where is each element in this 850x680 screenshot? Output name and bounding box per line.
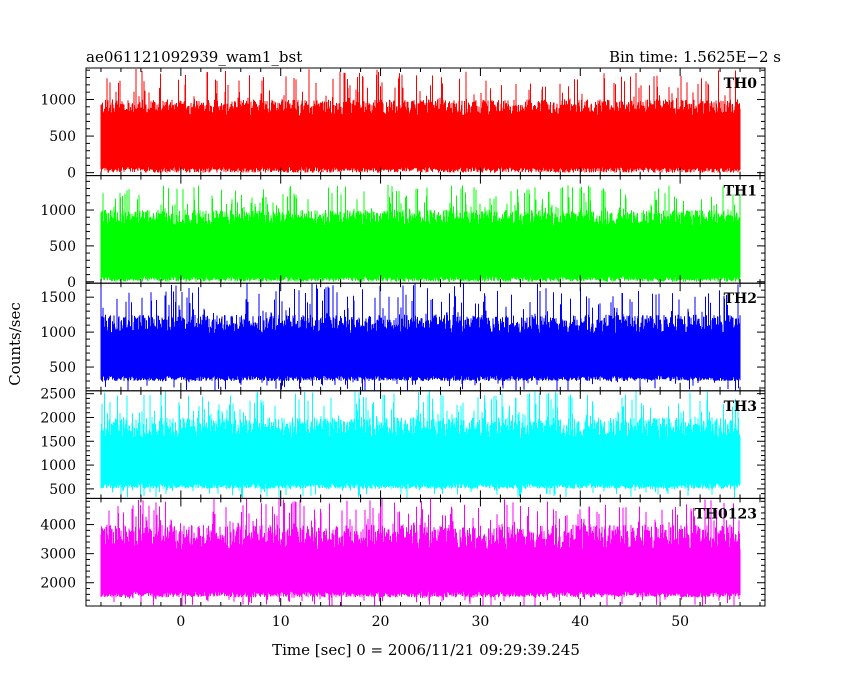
panel-th0: 0 500 1000 TH0 bbox=[40, 67, 766, 182]
x-tick-label: 20 bbox=[372, 614, 390, 630]
y-tick-label: 1000 bbox=[40, 458, 76, 474]
y-tick-label: 500 bbox=[49, 129, 76, 145]
y-tick-label: 1500 bbox=[40, 434, 76, 450]
panel-label-th0: TH0 bbox=[724, 76, 758, 92]
y-tick-label: 1000 bbox=[40, 92, 76, 108]
x-tick-label: 0 bbox=[176, 614, 185, 630]
panel-label-th0123: TH0123 bbox=[694, 506, 757, 522]
signal-th1 bbox=[100, 184, 741, 282]
panel-label-th2: TH2 bbox=[724, 291, 757, 307]
panel-th2: 500 1000 1500 TH2 bbox=[40, 282, 766, 392]
y-tick-label: 2500 bbox=[40, 387, 76, 403]
y-tick-label: 0 bbox=[67, 275, 76, 291]
y-axis-label: Counts/sec bbox=[6, 302, 24, 386]
chart-title-right: Bin time: 1.5625E−2 s bbox=[609, 48, 781, 66]
y-tick-label: 500 bbox=[49, 482, 76, 498]
y-tick-label: 1000 bbox=[40, 325, 76, 341]
panel-th0123: 2000 3000 4000 TH0123 bbox=[40, 497, 766, 607]
x-tick-label: 40 bbox=[571, 614, 589, 630]
y-tick-label: 1500 bbox=[40, 290, 76, 306]
y-tick-label: 500 bbox=[49, 239, 76, 255]
panel-label-th1: TH1 bbox=[724, 184, 757, 200]
signal-th2 bbox=[100, 283, 741, 391]
y-tick-label: 3000 bbox=[40, 547, 76, 563]
panel-label-th3: TH3 bbox=[724, 399, 757, 415]
y-tick-label: 0 bbox=[67, 166, 76, 182]
y-tick-label: 500 bbox=[49, 360, 76, 376]
x-tick-label: 30 bbox=[472, 614, 490, 630]
signal-th0 bbox=[100, 69, 741, 173]
signal-th3 bbox=[100, 390, 741, 499]
panel-th3: 500 1000 1500 2000 2500 TH3 bbox=[40, 387, 766, 499]
signal-th0123 bbox=[100, 498, 741, 606]
chart-title-left: ae061121092939_wam1_bst bbox=[86, 48, 302, 66]
x-tick-label: 50 bbox=[671, 614, 689, 630]
y-tick-label: 1000 bbox=[40, 203, 76, 219]
x-axis-label: Time [sec] 0 = 2006/11/21 09:29:39.245 bbox=[272, 641, 580, 659]
x-tick-label: 10 bbox=[272, 614, 290, 630]
panel-frame bbox=[85, 497, 766, 607]
y-tick-label: 4000 bbox=[40, 518, 76, 534]
panel-th1: 0 500 1000 TH1 bbox=[40, 175, 766, 291]
y-tick-label: 2000 bbox=[40, 410, 76, 426]
y-tick-label: 2000 bbox=[40, 576, 76, 592]
